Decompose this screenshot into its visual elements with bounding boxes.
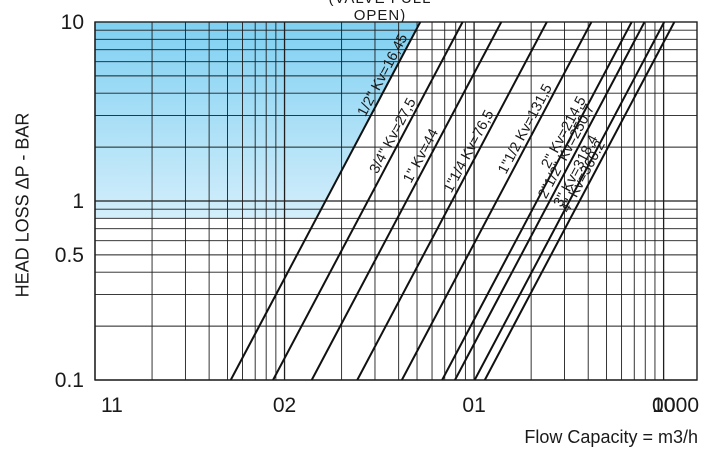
x-axis-label: Flow Capacity = m3/h [524, 427, 698, 447]
x-tick-label: 02 [273, 394, 296, 417]
x-tick-label: 01 [462, 394, 485, 417]
x-tick-label: 00 [652, 394, 675, 417]
series-line [272, 22, 464, 380]
series-line [454, 22, 646, 380]
shaded-region [95, 22, 421, 219]
y-axis-label: HEAD LOSS ΔP - BAR [12, 112, 33, 298]
series-line [483, 22, 676, 380]
x-tick-label: 1000 [652, 394, 699, 417]
series-label: 1" Kv=44 [400, 126, 442, 185]
series-lines [229, 22, 676, 380]
series-line [441, 22, 633, 380]
plot-frame [94, 21, 698, 381]
chart-title: (VALVE FULL OPEN) [329, 0, 431, 24]
y-tick-label: 0.5 [55, 244, 84, 267]
series-line [400, 22, 593, 380]
series-line [310, 22, 503, 380]
series-line [229, 22, 422, 380]
series-line [356, 22, 548, 380]
y-tick-label: 0.1 [55, 369, 84, 392]
y-tick-label: 1 [72, 190, 84, 213]
grid [94, 21, 698, 381]
shaded-area [95, 22, 421, 219]
y-tick-label: 10 [61, 11, 84, 34]
series-line [473, 22, 666, 380]
x-tick-label: 11 [101, 394, 123, 417]
y-axis-label-box: HEAD LOSS ΔP - BAR [8, 90, 38, 320]
